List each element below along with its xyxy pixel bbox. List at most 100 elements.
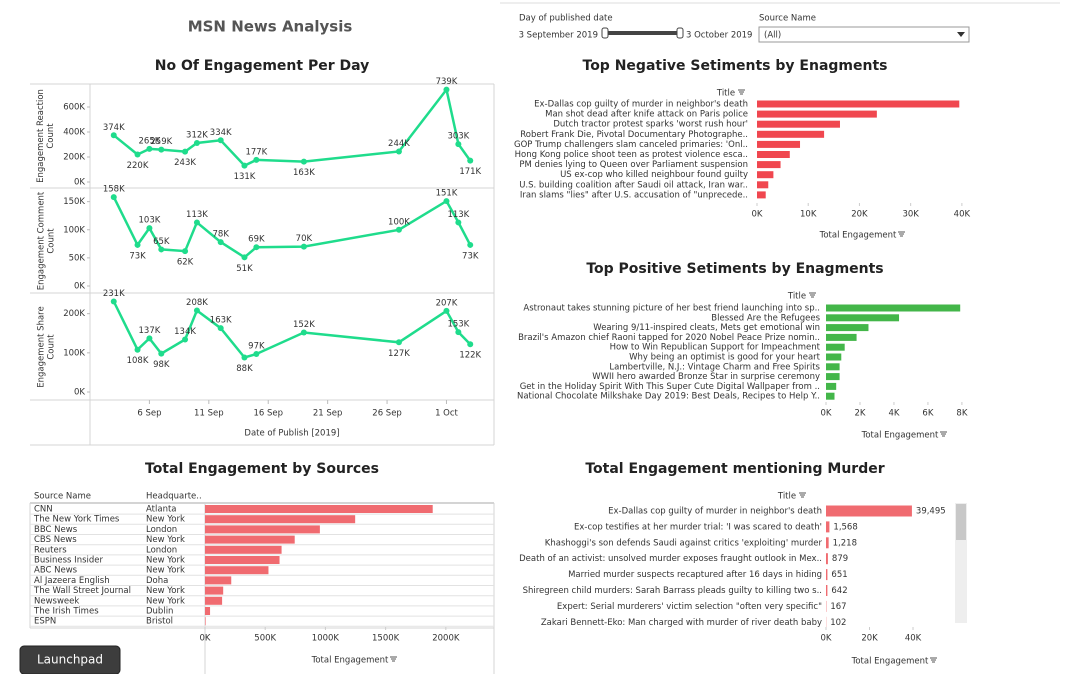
category-label: National Chocolate Milkshake Day 2019: B… [517, 392, 820, 402]
point [158, 350, 165, 357]
category-label: How to Win Republican Support for Impeac… [610, 343, 821, 353]
date-filter-end: 3 October 2019 [686, 31, 752, 41]
point [134, 151, 141, 158]
launchpad-label[interactable]: Launchpad [37, 653, 103, 667]
bar [205, 505, 433, 513]
data-label: 78K [213, 230, 230, 240]
bar [205, 525, 320, 534]
category-label: Expert: Serial murderers' victim selecti… [557, 602, 822, 612]
point [467, 241, 474, 248]
headquarters: Doha [146, 576, 168, 586]
source-name: The Wall Street Journal [33, 586, 131, 596]
x-axis-title: Total Engagement [819, 231, 897, 241]
x-tick-label: 1000K [312, 634, 340, 644]
category-label: Ex-cop testifies at her murder trial: 'I… [574, 522, 822, 532]
category-label: Get in the Holiday Spirit With This Supe… [520, 382, 820, 392]
category-label: Death of an activist: unsolved murder ex… [519, 554, 822, 564]
data-label: 100K [388, 217, 410, 227]
bar [205, 566, 269, 575]
data-label: 171K [459, 167, 481, 177]
bar [757, 110, 877, 118]
category-label: Dutch tractor protest sparks 'worst rush… [553, 120, 748, 130]
source-name: Newsweek [34, 596, 79, 606]
x-axis-title: Total Engagement [861, 431, 939, 441]
bar [757, 151, 790, 158]
point [443, 198, 450, 205]
category-label: Hong Kong police shoot teen as protest v… [515, 150, 748, 160]
bar [826, 373, 840, 381]
point [182, 148, 189, 155]
source-name: ABC News [34, 566, 78, 576]
point [158, 246, 165, 253]
category-label: Robert Frank Die, Pivotal Documentary Ph… [520, 130, 748, 140]
data-label: 88K [236, 364, 253, 374]
data-label: 65K [153, 237, 170, 247]
data-label: 163K [293, 168, 315, 178]
bar [757, 130, 825, 138]
line [112, 196, 472, 259]
column-header: Title [716, 89, 735, 99]
launchpad-button[interactable]: Launchpad [19, 645, 121, 674]
point [182, 248, 189, 255]
data-label: 97K [248, 342, 265, 352]
bar [826, 392, 835, 400]
dashboard-title: MSN News Analysis [188, 18, 353, 36]
x-tick-label: 21 Sep [313, 409, 343, 419]
y-tick-label: 0K [74, 388, 85, 398]
category-label: Astronaut takes stunning picture of her … [523, 304, 820, 314]
category-label: US ex-cop who killed neighbour found gui… [560, 170, 748, 180]
point [217, 325, 224, 332]
x-tick-label: 40K [905, 634, 922, 644]
data-label: 103K [139, 216, 161, 226]
data-label: 208K [186, 298, 208, 308]
category-label: Man shot dead after knife attack on Pari… [545, 110, 748, 120]
source-name: BBC News [34, 525, 78, 535]
x-tick-label: 26 Sep [372, 409, 402, 419]
source-dropdown[interactable] [758, 26, 970, 43]
y-tick-label: 100K [63, 348, 85, 358]
category-label: Ex-Dallas cop guilty of murder in neighb… [608, 507, 822, 517]
category-label: GOP Trump challengers slam canceled prim… [514, 140, 748, 150]
bar [826, 304, 961, 312]
column-header: Source Name [34, 492, 91, 502]
data-label: 127K [388, 349, 410, 359]
data-label: 220K [127, 161, 149, 171]
chart-title: Total Engagement by Sources [145, 461, 379, 477]
category-label: Blessed Are the Refugees [711, 313, 820, 323]
bar [205, 545, 282, 554]
data-label: 69K [248, 235, 265, 245]
y-tick-label: 200K [63, 309, 85, 319]
bar [826, 324, 869, 332]
data-label: 98K [153, 360, 170, 370]
category-label: Why being an optimist is good for your h… [629, 353, 821, 363]
bar [205, 607, 211, 615]
data-label: 739K [436, 77, 458, 87]
point [193, 140, 200, 146]
x-tick-label: 1500K [372, 634, 400, 644]
bar [826, 382, 837, 390]
headquarters: Dublin [146, 607, 173, 617]
data-label: 259K [150, 137, 172, 147]
y-tick-label: 50K [69, 253, 86, 263]
data-label: 73K [129, 251, 146, 261]
y-tick-label: 200K [63, 153, 85, 163]
point [217, 239, 224, 246]
data-label: 158K [103, 185, 125, 195]
headquarters: New York [146, 566, 185, 576]
line [113, 86, 472, 168]
date-slider[interactable] [601, 27, 684, 39]
y-tick-label: 0K [74, 178, 85, 188]
data-label: 167 [830, 602, 846, 612]
source-name: Reuters [34, 545, 67, 555]
y-tick-label: 600K [63, 103, 85, 113]
chart-title: Total Engagement mentioning Murder [585, 461, 884, 477]
bar [826, 363, 840, 371]
date-filter-start: 3 September 2019 [519, 31, 598, 41]
point [193, 219, 200, 226]
bar [205, 617, 206, 626]
point [395, 339, 402, 346]
category-label: U.S. building coalition after Saudi oil … [519, 180, 748, 190]
point [241, 254, 248, 261]
